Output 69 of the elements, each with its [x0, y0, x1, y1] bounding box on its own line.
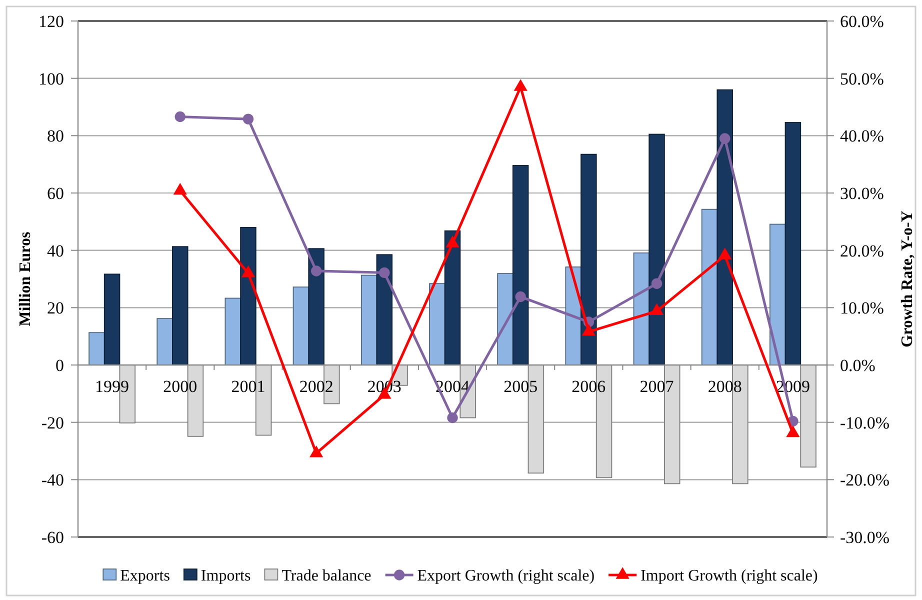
legend-label: Import Growth (right scale)	[640, 568, 818, 584]
legend-label: Export Growth (right scale)	[417, 568, 595, 584]
point	[446, 236, 460, 248]
x-tick-label: 2001	[231, 377, 266, 396]
y-tick-label: 20	[47, 298, 64, 318]
bar	[292, 286, 310, 366]
y-tick-label: 0	[56, 356, 64, 375]
y-tick-label: -40	[41, 470, 64, 490]
legend-label: Trade balance	[282, 568, 372, 584]
bar	[580, 154, 597, 366]
x-tick-label: 2005	[504, 377, 538, 396]
bar	[308, 248, 324, 366]
bar	[88, 332, 105, 366]
point	[174, 111, 186, 122]
bar	[104, 274, 120, 366]
bar	[444, 230, 461, 366]
y-tick-label: 100	[38, 69, 64, 88]
bar	[784, 122, 802, 366]
x-tick-label: 1999	[95, 377, 130, 396]
y-axis-title: Million Euros	[17, 232, 34, 326]
bar	[172, 246, 188, 366]
x-tick-label: 2008	[708, 377, 742, 396]
point	[379, 267, 390, 278]
legend-label: Exports	[120, 568, 170, 584]
point	[720, 133, 730, 144]
y2-tick-label: -30.0%	[840, 528, 890, 547]
bar	[769, 224, 786, 366]
point	[242, 114, 254, 124]
y-tick-label: 40	[47, 241, 64, 260]
y-tick-label: -20	[41, 413, 64, 432]
bar	[156, 318, 173, 366]
point	[650, 303, 664, 316]
point	[651, 278, 662, 289]
point	[786, 425, 800, 438]
bar	[701, 208, 718, 366]
x-tick-label: 2007	[640, 377, 674, 396]
y-tick-label: 120	[38, 12, 64, 31]
bar	[360, 274, 378, 366]
y2-tick-label: 50.0%	[840, 69, 884, 88]
bar	[224, 298, 242, 366]
point	[173, 182, 187, 195]
y2-tick-label: 40.0%	[840, 126, 884, 146]
y2-tick-label: -20.0%	[840, 470, 890, 490]
bar	[648, 134, 665, 366]
y-tick-label: 80	[47, 126, 64, 146]
y2-axis-title: Growth Rate, Y-o-Y	[899, 210, 916, 348]
bar	[376, 254, 393, 366]
bar	[512, 165, 529, 366]
y2-tick-label: 30.0%	[840, 184, 884, 203]
bar	[429, 283, 446, 366]
y2-tick-label: 10.0%	[840, 298, 884, 318]
y-tick-label: -60	[41, 528, 64, 547]
y-tick-label: 60	[47, 184, 64, 203]
x-tick-label: 2000	[163, 377, 198, 396]
point	[310, 445, 324, 458]
y2-tick-label: -10.0%	[840, 413, 890, 432]
x-tick-label: 2002	[299, 377, 334, 396]
bar	[240, 226, 256, 366]
point	[582, 324, 596, 336]
y2-tick-label: 0.0%	[840, 356, 876, 375]
point	[515, 291, 526, 302]
bar	[716, 89, 733, 366]
point	[718, 248, 732, 260]
y2-tick-label: 60.0%	[840, 12, 884, 31]
legend-label: Imports	[200, 568, 251, 584]
point	[310, 266, 322, 276]
point	[241, 265, 256, 278]
x-tick-label: 2006	[572, 377, 606, 396]
y2-tick-label: 20.0%	[840, 241, 884, 260]
